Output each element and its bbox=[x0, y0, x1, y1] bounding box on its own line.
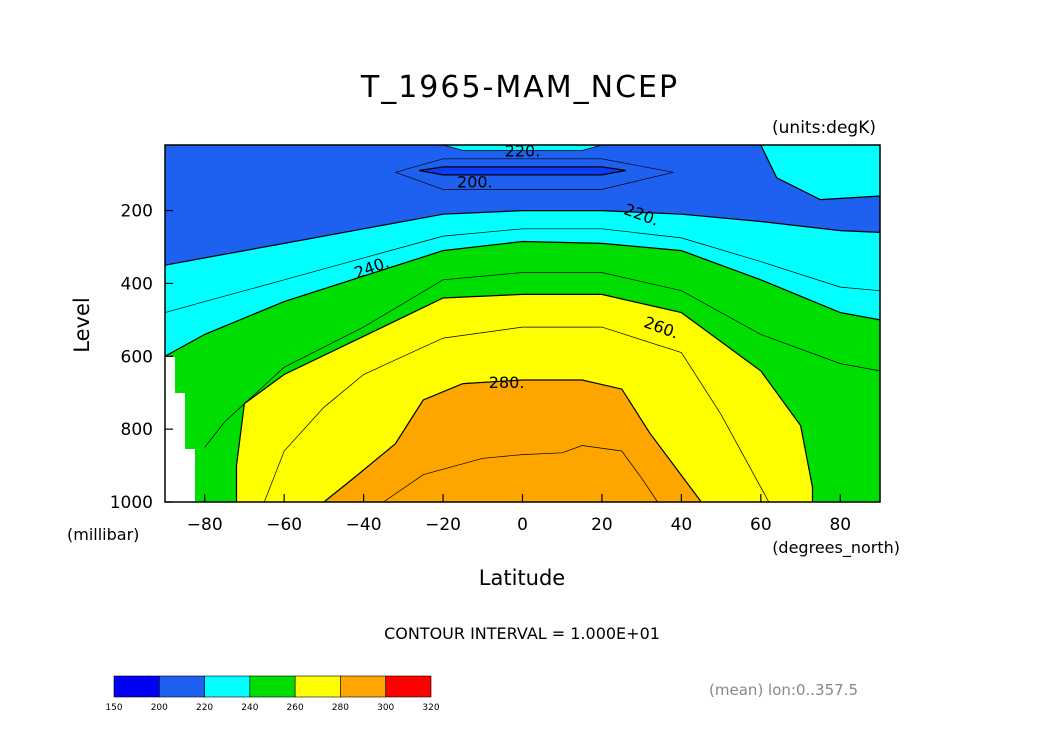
contour-band-280-290 bbox=[323, 380, 702, 502]
colorbar-swatch bbox=[340, 675, 387, 698]
x-tick-label: 0 bbox=[517, 515, 528, 535]
y-tick-label: 200 bbox=[121, 202, 153, 222]
contour-line bbox=[419, 166, 626, 176]
colorbar-tick-label: 280 bbox=[332, 703, 349, 713]
plot-area: 220.200.220.240.260.280. bbox=[164, 141, 881, 503]
colorbar: 150 200 220 240 260 280 300 320 bbox=[105, 675, 440, 713]
y-tick-label: 400 bbox=[121, 274, 153, 294]
units-label: (units:degK) bbox=[772, 118, 876, 138]
colorbar-swatch bbox=[158, 675, 205, 698]
colorbar-tick-label: 240 bbox=[241, 703, 258, 713]
colorbar-tick-label: 260 bbox=[287, 703, 304, 713]
chart-title: T_1965-MAM_NCEP bbox=[360, 70, 679, 105]
x-axis-units: (degrees_north) bbox=[772, 538, 900, 558]
y-axis-units: (millibar) bbox=[67, 525, 139, 544]
x-tick-label: 80 bbox=[829, 515, 851, 535]
colorbar-swatch bbox=[249, 675, 296, 698]
contour-line bbox=[204, 272, 881, 448]
missing-data-mask bbox=[185, 449, 195, 502]
contour-band-200-210 bbox=[419, 166, 626, 175]
y-axis-label: Level bbox=[70, 297, 94, 352]
contour-band-220-230 bbox=[760, 145, 880, 200]
contour-line bbox=[443, 144, 602, 151]
colorbar-tick-label: 300 bbox=[377, 703, 394, 713]
contour-line bbox=[164, 240, 881, 357]
x-tick-label: −20 bbox=[425, 515, 461, 535]
x-tick-label: −40 bbox=[346, 515, 382, 535]
contour-lines bbox=[164, 144, 881, 503]
x-tick-label: 40 bbox=[671, 515, 693, 535]
contour-label: 280. bbox=[489, 373, 525, 392]
x-tick-label: −60 bbox=[266, 515, 302, 535]
contour-line bbox=[383, 445, 658, 503]
contour-line bbox=[760, 144, 881, 201]
y-tick-label: 800 bbox=[121, 420, 153, 440]
y-tick-label: 600 bbox=[121, 347, 153, 367]
x-tick-label: 20 bbox=[591, 515, 613, 535]
colorbar-tick-label: 320 bbox=[422, 703, 439, 713]
contour-labels: 220.200.220.240.260.280. bbox=[352, 141, 682, 391]
contour-band-220-230 bbox=[443, 145, 602, 151]
y-tick-label: 1000 bbox=[110, 493, 153, 513]
x-tick-label: 60 bbox=[750, 515, 772, 535]
colorbar-swatch bbox=[385, 675, 432, 698]
y-axis-ticks: 200 400 600 800 1000 bbox=[110, 202, 173, 513]
contour-line bbox=[395, 158, 674, 190]
contour-line bbox=[235, 293, 814, 502]
colorbar-tick-label: 150 bbox=[105, 703, 122, 713]
colorbar-swatch bbox=[294, 675, 341, 698]
missing-data-mask bbox=[175, 393, 185, 502]
mean-longitude-note: (mean) lon:0..357.5 bbox=[709, 681, 858, 699]
contour-line bbox=[323, 379, 702, 503]
x-axis-ticks: −80 −60 −40 −20 0 20 40 60 80 bbox=[187, 494, 851, 535]
colorbar-swatch bbox=[204, 675, 251, 698]
x-axis-label: Latitude bbox=[479, 566, 565, 590]
contour-line bbox=[164, 210, 881, 266]
contour-fills bbox=[165, 145, 880, 502]
colorbar-tick-label: 220 bbox=[196, 703, 213, 713]
contour-line bbox=[164, 228, 881, 313]
contour-interval-label: CONTOUR INTERVAL = 1.000E+01 bbox=[384, 624, 660, 643]
colorbar-tick-label: 200 bbox=[151, 703, 168, 713]
x-tick-label: −80 bbox=[187, 515, 223, 535]
contour-line bbox=[263, 326, 770, 503]
colorbar-swatch bbox=[113, 675, 160, 698]
contour-label: 200. bbox=[457, 172, 493, 191]
contour-label: 220. bbox=[505, 141, 541, 160]
